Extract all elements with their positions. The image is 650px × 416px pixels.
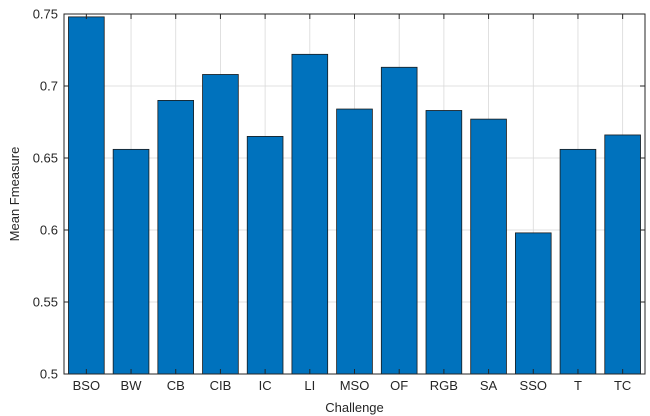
x-tick-label: CB [167, 378, 185, 393]
y-tick-label: 0.6 [40, 223, 58, 238]
axis-ticks: 0.5 0.55 0.6 0.65 0.7 0.75 BSO BW CB CIB IC LI MSO OF… [33, 7, 645, 393]
y-tick-label: 0.55 [33, 295, 58, 310]
x-axis-label: Challenge [325, 400, 384, 415]
x-tick-label: BSO [73, 378, 100, 393]
bar-sa [470, 118, 507, 375]
x-tick-label: OF [390, 378, 408, 393]
x-tick-label: SA [480, 378, 498, 393]
y-tick-label: 0.5 [40, 367, 58, 382]
x-tick-label: CIB [210, 378, 232, 393]
bar-cb [157, 100, 195, 375]
bar-mso [336, 108, 373, 375]
x-tick-label: LI [304, 378, 315, 393]
bar-li [291, 53, 329, 375]
bar-t [559, 148, 597, 375]
x-tick-label: MSO [340, 378, 370, 393]
x-tick-label: SSO [520, 378, 547, 393]
bar-tc [604, 134, 641, 375]
x-tick-label: TC [614, 378, 631, 393]
bar-bso [68, 16, 105, 375]
bar-of [380, 66, 418, 375]
bar-rgb [425, 110, 463, 375]
bar-ic [246, 135, 284, 375]
x-tick-label: BW [121, 378, 143, 393]
bar-sso [514, 232, 552, 375]
y-tick-label: 0.7 [40, 79, 58, 94]
y-tick-label: 0.75 [33, 7, 58, 22]
bar-bw [112, 148, 150, 375]
x-tick-label: T [574, 378, 582, 393]
bar-cib [202, 74, 239, 375]
y-axis-label: Mean Fmeasure [7, 147, 22, 242]
y-tick-label: 0.65 [33, 151, 58, 166]
x-tick-label: IC [259, 378, 272, 393]
x-tick-label: RGB [430, 378, 458, 393]
